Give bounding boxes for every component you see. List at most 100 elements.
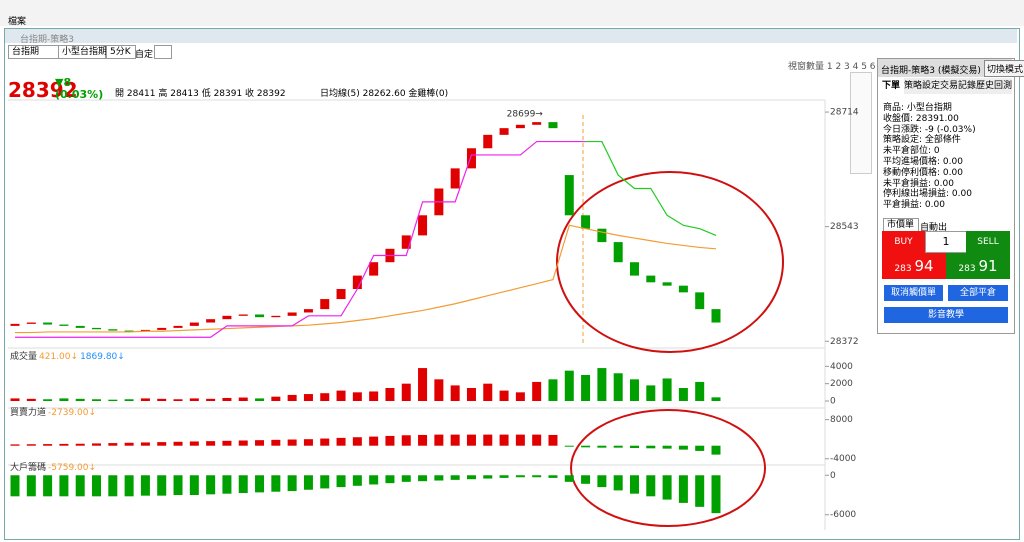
info-line: 平均進場價格: 0.00: [883, 156, 963, 167]
indicator-bar: [92, 443, 102, 446]
indicator-bar: [401, 383, 411, 401]
candle: [173, 325, 183, 328]
info-line: 未平倉部位: 0: [883, 146, 940, 157]
indicator-bar: [711, 445, 721, 455]
tab[interactable]: 策略設定: [903, 81, 940, 91]
indicator-bar: [564, 475, 574, 482]
indicator-bar: [173, 399, 183, 401]
panel-title: 大戶籌碼 -5759.00↓: [10, 461, 96, 473]
candle: [140, 329, 150, 332]
side-header: 台指期-策略3 (模擬交易): [881, 66, 981, 76]
sell-label[interactable]: SELL: [966, 231, 1010, 253]
panel-value: -2739.00↓: [48, 408, 96, 418]
video-button[interactable]: 影音教學: [884, 307, 1008, 323]
y-tick-label: 2000: [830, 379, 853, 389]
indicator-bar: [532, 434, 542, 446]
buy-price: 94: [914, 257, 934, 275]
period-select[interactable]: 5分K: [106, 45, 136, 59]
indicator-bar: [483, 475, 493, 479]
indicator-bar: [10, 398, 20, 401]
auto-exit[interactable]: 自動出: [920, 223, 948, 233]
indicator-bar: [320, 475, 330, 489]
mode-button[interactable]: 切換模式: [984, 60, 1024, 77]
product-select[interactable]: 小型台指期: [58, 45, 107, 59]
indicator-bar: [75, 475, 85, 497]
candle: [43, 322, 53, 325]
peak-label: 28699→: [507, 110, 544, 120]
indicator-bar: [466, 434, 476, 446]
indicator-bar: [43, 444, 53, 446]
indicator-bar: [75, 443, 85, 446]
tab[interactable]: 歷史回測: [975, 81, 1012, 91]
candle: [352, 275, 362, 290]
indicator-bar: [287, 439, 297, 446]
indicator-bar: [140, 398, 150, 401]
indicator-bar: [695, 381, 705, 401]
indicator-bar: [59, 443, 69, 446]
candle: [92, 327, 102, 330]
buy-button[interactable]: 283 94: [882, 253, 946, 279]
indicator-bar: [678, 445, 688, 450]
indicator-bar: [369, 436, 379, 446]
title-bar: [0, 0, 1024, 26]
candle: [678, 285, 688, 293]
highlight-ellipse: [570, 409, 766, 527]
candle: [206, 319, 216, 323]
buy-label[interactable]: BUY: [882, 231, 925, 253]
sell-button[interactable]: 283 91: [946, 253, 1010, 279]
child-title-bar: [5, 29, 1017, 43]
indicator-bar: [499, 434, 509, 446]
cancel-button[interactable]: 取消觸價單: [884, 285, 943, 301]
indicator-bar: [222, 397, 232, 401]
indicator-bar: [548, 379, 558, 401]
candle: [450, 168, 460, 189]
indicator-bar: [385, 388, 395, 401]
indicator-bar: [613, 445, 623, 448]
info-line: 移動停利價格: 0.00: [883, 167, 963, 178]
indicator-bar: [418, 475, 428, 482]
indicator-bar: [369, 391, 379, 401]
tab[interactable]: 下單: [878, 78, 904, 94]
market-select[interactable]: 台指期: [8, 45, 62, 59]
ohlc: 開 28411 高 28413 低 28391 收 28392: [115, 89, 286, 99]
tab[interactable]: 交易記錄: [939, 81, 976, 91]
indicator-bar: [695, 475, 705, 507]
info-line: 停利線出場損益: 0.00: [883, 189, 972, 200]
indicator-bar: [597, 475, 607, 488]
indicator-bar: [26, 444, 36, 446]
candle: [401, 235, 411, 249]
custom-input[interactable]: [154, 45, 172, 59]
indicator-bar: [124, 442, 134, 446]
indicator-bar: [238, 440, 248, 446]
indicator-bar: [418, 368, 428, 401]
window-count[interactable]: 視窗數量 1 2 3 4 5 6: [788, 62, 876, 72]
panel-value: 成交量: [10, 350, 37, 362]
close-all-button[interactable]: 全部平倉: [948, 285, 1008, 301]
qty-input[interactable]: 1: [925, 231, 967, 253]
candle: [499, 128, 509, 135]
indicator-bar: [581, 475, 591, 484]
indicator-bar: [238, 475, 248, 494]
info-line: 收盤價: 28391.00: [883, 113, 959, 124]
indicator-bar: [255, 398, 265, 401]
indicator-bar: [597, 445, 607, 448]
candle: [320, 299, 330, 310]
indicator-bar: [646, 445, 656, 449]
indicator-bar: [695, 445, 705, 451]
y-tick-label: 28714: [830, 108, 859, 118]
indicator-bar: [43, 399, 53, 401]
indicator-bar: [515, 475, 525, 478]
order-type[interactable]: 市價單: [883, 218, 919, 232]
price-percent: (0.03%): [55, 88, 104, 101]
indicator-bar: [157, 475, 167, 496]
candle: [287, 312, 297, 316]
y-tick-label: 0: [830, 397, 836, 407]
panel-title: 買賣力道 -2739.00↓: [10, 406, 96, 418]
drawing-tools[interactable]: [850, 72, 872, 174]
indicator-bar: [434, 379, 444, 401]
indicator-bar: [271, 396, 281, 401]
indicator-bar: [271, 439, 281, 446]
sell-price: 91: [978, 257, 998, 275]
menu-file[interactable]: 檔案: [8, 17, 27, 27]
indicator-bar: [613, 373, 623, 401]
